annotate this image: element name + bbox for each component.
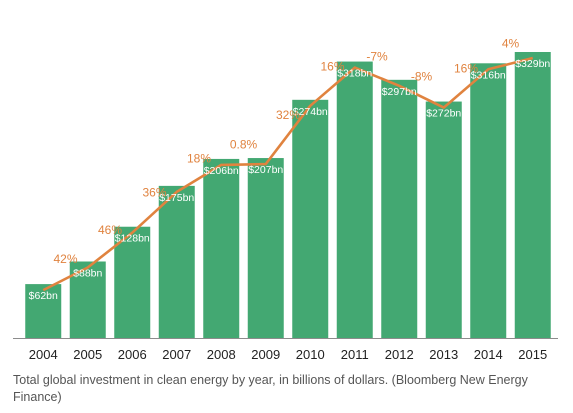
bar-2014 [470, 63, 507, 339]
bar-value-label: $175bn [159, 192, 194, 204]
bar-2004 [25, 284, 62, 338]
growth-label: 4% [502, 37, 520, 51]
bar-value-label: $297bn [382, 86, 417, 98]
bar-value-label: $329bn [515, 58, 550, 70]
investment-chart: $62bn $88bn $128bn $175bn $206bn $207bn $274bn… [13, 37, 558, 362]
growth-label: 46% [98, 223, 122, 237]
bar-value-label: $316bn [471, 69, 506, 81]
bar-2006 [114, 226, 151, 338]
bar-value-label: $274bn [293, 106, 328, 118]
bar-2012 [381, 79, 418, 338]
bar-value-label: $206bn [204, 165, 239, 177]
growth-label: 42% [53, 252, 77, 266]
bar-2010 [292, 99, 329, 338]
bar-value-label: $88bn [73, 268, 102, 280]
bar-value-label: $318bn [337, 68, 372, 80]
bar-value-label: $128bn [115, 233, 150, 245]
x-tick-label: 2015 [518, 347, 547, 362]
x-tick-label: 2014 [474, 347, 503, 362]
x-tick-label: 2011 [341, 347, 369, 362]
bar-2013 [425, 101, 462, 338]
chart-caption: Total global investment in clean energy … [13, 373, 528, 404]
growth-label: 16% [320, 60, 344, 74]
bar-2009 [247, 158, 284, 338]
x-tick-label: 2008 [207, 347, 236, 362]
bars-layer [25, 52, 551, 339]
x-tick-label: 2006 [118, 347, 147, 362]
bar-2007 [158, 185, 195, 338]
x-tick-label: 2004 [29, 347, 58, 362]
x-tick-label: 2009 [251, 347, 280, 362]
growth-label: 32% [276, 108, 300, 122]
x-tick-label: 2013 [429, 347, 458, 362]
bar-2008 [203, 158, 240, 338]
x-tick-label: 2007 [162, 347, 191, 362]
bar-value-label: $62bn [29, 290, 58, 302]
bar-value-label: $207bn [248, 164, 283, 176]
bar-2011 [336, 61, 373, 338]
growth-label: 18% [187, 151, 211, 165]
growth-line [42, 56, 534, 292]
x-tick-label: 2010 [296, 347, 325, 362]
growth-label: 0.8% [230, 137, 258, 151]
x-tick-label: 2005 [73, 347, 102, 362]
labels-layer: $62bn $88bn $128bn $175bn $206bn $207bn $274bn… [29, 37, 551, 362]
growth-label: -7% [366, 50, 388, 64]
growth-label: 36% [142, 185, 166, 199]
bar-value-label: $272bn [426, 108, 461, 120]
bar-2015 [514, 52, 551, 338]
x-tick-label: 2012 [385, 347, 414, 362]
growth-label: -8% [411, 70, 433, 84]
growth-label: 16% [454, 61, 478, 75]
growth-line-layer [42, 56, 534, 292]
